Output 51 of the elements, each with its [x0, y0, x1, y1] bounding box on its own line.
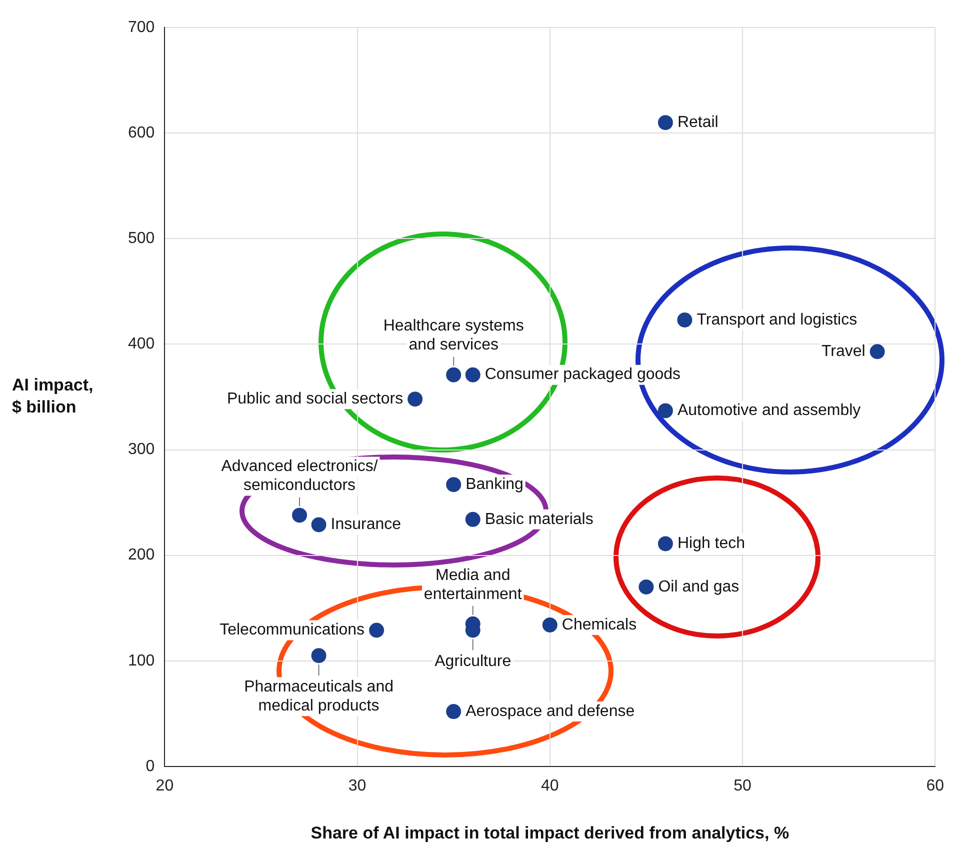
point [658, 536, 673, 552]
annotation: Retail [677, 114, 718, 131]
annotation: Chemicals [562, 616, 637, 634]
point [446, 367, 462, 382]
y-axis-title: AI impact, $ billion [12, 376, 94, 417]
point [638, 579, 654, 594]
annotation: Automotive and assembly [677, 402, 861, 420]
annotation: Public and social sectors [226, 390, 404, 408]
annotation: Oil and gas [658, 578, 740, 596]
y-tick-label: 600 [128, 124, 155, 142]
annotation: Travel [821, 343, 866, 360]
annotation: Media and entertainment [424, 566, 522, 603]
y-tick-label: 100 [128, 652, 155, 670]
x-tick-label: 60 [926, 777, 944, 794]
point [292, 508, 308, 523]
y-tick-label: 300 [128, 441, 155, 458]
y-tick-label: 200 [128, 546, 155, 564]
point [311, 517, 326, 532]
annotation: Basic materials [484, 510, 594, 528]
annotation: Healthcare systems and services [383, 318, 524, 354]
point [658, 115, 673, 130]
annotation: Telecommunications [220, 622, 365, 639]
annotation: Transport and logistics [696, 311, 858, 328]
y-tick-label: 0 [146, 758, 155, 775]
x-tick-label: 50 [734, 777, 752, 794]
y-tick-label: 500 [128, 230, 155, 248]
annotation: Advanced electronics/ semiconductors [221, 458, 378, 494]
x-axis-title: Share of AI impact in total impact derived from analytics, % [310, 823, 790, 842]
annotation: Aerospace and defense [466, 702, 635, 720]
point [465, 367, 480, 382]
point [870, 344, 885, 360]
point [369, 622, 384, 638]
y-tick-label: 700 [128, 19, 155, 36]
annotation: Consumer packaged goods [484, 366, 681, 384]
point [311, 648, 326, 664]
point [465, 512, 480, 527]
annotation: Agriculture [434, 653, 512, 670]
point [677, 312, 692, 328]
point [542, 617, 558, 632]
y-tick-label: 400 [128, 336, 155, 353]
x-tick-label: 30 [348, 777, 366, 794]
point [446, 704, 462, 720]
annotation: Pharmaceuticals and medical products [244, 678, 394, 714]
annotation: Insurance [330, 516, 402, 534]
point [408, 392, 423, 407]
annotation: Banking [466, 476, 524, 494]
annotation: High tech [677, 535, 746, 552]
x-tick-label: 20 [156, 777, 174, 794]
x-tick-label: 40 [541, 777, 559, 794]
point [446, 477, 462, 492]
point [658, 403, 673, 418]
